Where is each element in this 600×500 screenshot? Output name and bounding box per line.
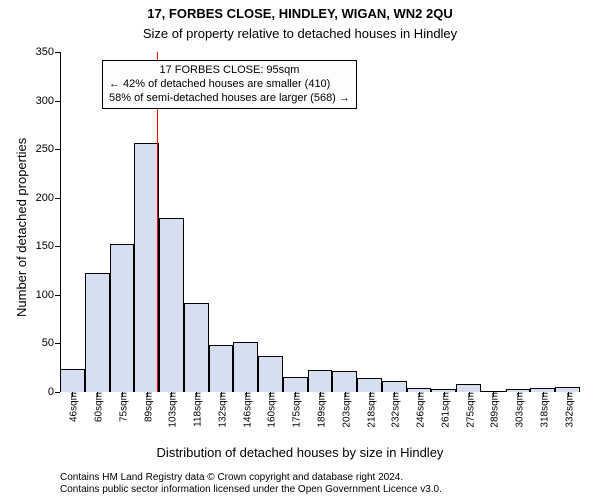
x-tick-mark	[493, 392, 494, 397]
x-tick-label: 175sqm	[292, 392, 303, 428]
histogram-bar	[110, 244, 135, 392]
x-tick-mark	[394, 392, 395, 397]
x-tick-mark	[370, 392, 371, 397]
x-tick-mark	[444, 392, 445, 397]
x-tick-mark	[320, 392, 321, 397]
x-tick-label: 118sqm	[193, 392, 204, 427]
x-tick-label: 275sqm	[465, 392, 476, 428]
x-tick-label: 246sqm	[416, 392, 427, 428]
info-box: 17 FORBES CLOSE: 95sqm← 42% of detached …	[102, 60, 357, 109]
histogram-bar	[357, 378, 382, 392]
histogram-bar	[159, 218, 184, 392]
plot-area: 05010015020025030035046sqm60sqm75sqm89sq…	[60, 52, 580, 392]
histogram-bar	[258, 356, 283, 392]
x-axis-label: Distribution of detached houses by size …	[0, 445, 600, 460]
x-tick-mark	[221, 392, 222, 397]
x-tick-label: 189sqm	[317, 392, 328, 428]
x-tick-mark	[270, 392, 271, 397]
x-tick-mark	[196, 392, 197, 397]
x-tick-label: 318sqm	[539, 392, 550, 428]
x-tick-label: 46sqm	[69, 392, 80, 422]
chart-title-address: 17, FORBES CLOSE, HINDLEY, WIGAN, WN2 2Q…	[0, 6, 600, 21]
x-tick-label: 232sqm	[391, 392, 402, 428]
histogram-bar	[332, 371, 357, 392]
x-tick-mark	[419, 392, 420, 397]
histogram-bar	[85, 273, 110, 392]
histogram-bar	[134, 143, 159, 392]
x-tick-label: 332sqm	[564, 392, 575, 428]
x-tick-mark	[295, 392, 296, 397]
x-tick-mark	[122, 392, 123, 397]
footer-line-2: Contains public sector information licen…	[60, 484, 442, 496]
histogram-bar	[283, 377, 308, 392]
x-tick-mark	[246, 392, 247, 397]
x-tick-label: 289sqm	[490, 392, 501, 428]
x-tick-label: 203sqm	[341, 392, 352, 428]
histogram-bar	[60, 369, 85, 392]
x-tick-label: 60sqm	[94, 392, 105, 422]
x-tick-label: 303sqm	[515, 392, 526, 428]
x-tick-mark	[518, 392, 519, 397]
chart-container: { "titles": { "address": "17, FORBES CLO…	[0, 0, 600, 500]
x-tick-label: 261sqm	[440, 392, 451, 428]
histogram-bar	[184, 303, 209, 392]
histogram-bar	[209, 345, 234, 392]
footer-line-1: Contains HM Land Registry data © Crown c…	[60, 472, 442, 484]
x-tick-label: 160sqm	[267, 392, 278, 428]
info-box-line: 17 FORBES CLOSE: 95sqm	[109, 64, 350, 78]
x-tick-mark	[147, 392, 148, 397]
x-tick-label: 103sqm	[168, 392, 179, 428]
x-tick-label: 89sqm	[143, 392, 154, 422]
chart-subtitle: Size of property relative to detached ho…	[0, 26, 600, 41]
histogram-bar	[456, 384, 481, 392]
x-tick-mark	[469, 392, 470, 397]
y-axis-label: Number of detached properties	[14, 138, 29, 317]
info-box-line: 58% of semi-detached houses are larger (…	[109, 92, 350, 106]
x-tick-label: 75sqm	[118, 392, 129, 422]
histogram-bar	[308, 370, 333, 392]
y-tick-mark	[55, 392, 60, 393]
x-tick-mark	[72, 392, 73, 397]
footer-attribution: Contains HM Land Registry data © Crown c…	[60, 472, 442, 496]
histogram-bar	[233, 342, 258, 392]
info-box-line: ← 42% of detached houses are smaller (41…	[109, 78, 350, 92]
x-tick-mark	[171, 392, 172, 397]
x-tick-label: 132sqm	[217, 392, 228, 428]
x-tick-mark	[543, 392, 544, 397]
x-tick-mark	[345, 392, 346, 397]
x-tick-mark	[568, 392, 569, 397]
y-axis-line	[60, 52, 61, 392]
histogram-bar	[382, 381, 407, 392]
x-tick-label: 218sqm	[366, 392, 377, 428]
x-tick-label: 146sqm	[242, 392, 253, 428]
x-tick-mark	[97, 392, 98, 397]
